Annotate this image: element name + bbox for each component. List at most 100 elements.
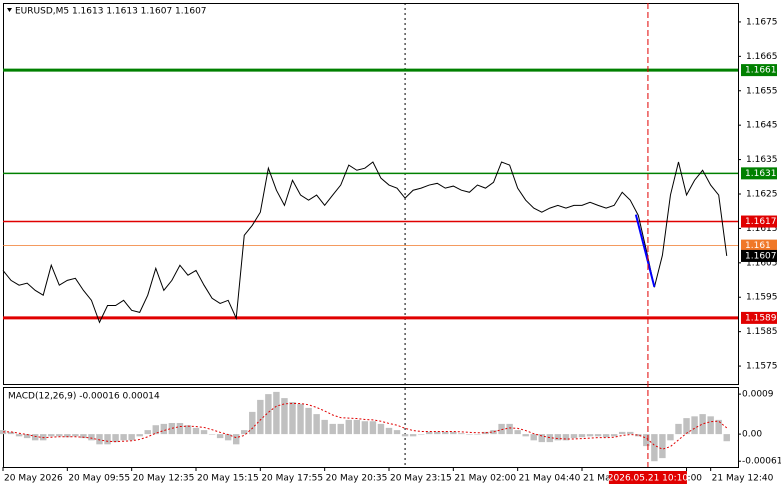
macd-bar [490, 430, 497, 435]
x-tick-label: 20 May 2026 [4, 474, 63, 484]
x-tick-label: 20 May 09:55 [68, 474, 130, 484]
macd-bar [136, 434, 143, 437]
y-tick-label: 1.1665 [746, 52, 778, 62]
macd-bar [192, 427, 200, 435]
chart-title: EURUSD,M5 1.1613 1.1613 1.1607 1.1607 [15, 7, 207, 17]
macd-bar [482, 431, 489, 435]
x-tick-label: 21 May 02:00 [454, 474, 516, 484]
macd-bar [434, 431, 441, 435]
macd-bar [498, 423, 505, 435]
macd-bar [586, 434, 594, 437]
macd-bar [184, 425, 192, 435]
level-label-box [741, 311, 777, 324]
macd-bar [707, 416, 714, 435]
macd-bar [7, 431, 15, 435]
macd-bar [305, 407, 312, 435]
level-label: 1.161 [745, 241, 771, 251]
macd-bar [273, 391, 280, 435]
macd-bar [241, 430, 248, 435]
level-label: 1.1631 [745, 169, 777, 179]
macd-bar [651, 434, 658, 462]
macd-bar [466, 434, 473, 435]
macd-bar [208, 434, 216, 435]
y-tick-label: 1.1625 [746, 190, 778, 200]
y-tick-label: 1.1645 [746, 121, 778, 131]
macd-bar [48, 434, 55, 437]
macd-bar [546, 434, 554, 443]
cursor-label: 2026.05.21 10:10 [608, 474, 689, 484]
y-tick-label: 1.1595 [746, 293, 778, 303]
macd-bar [23, 434, 31, 439]
x-tick-label: 20 May 20:35 [326, 474, 388, 484]
macd-bar [265, 394, 272, 435]
macd-bar [31, 434, 39, 441]
macd-bar [667, 434, 674, 441]
macd-bar [313, 414, 320, 435]
macd-bar [200, 430, 208, 435]
macd-bar [506, 423, 513, 435]
x-tick-label: 20 May 23:15 [390, 474, 452, 484]
level-label-box [741, 215, 777, 228]
x-tick-label: 20 May 17:55 [261, 474, 323, 484]
y-tick-label: 1.1675 [746, 17, 778, 27]
macd-bar [554, 434, 562, 441]
y-tick-label: 1.1655 [746, 86, 778, 96]
x-tick-label: 20 May 12:35 [133, 474, 195, 484]
macd-bar [160, 423, 168, 435]
y-tick-label: 1.1635 [746, 155, 778, 165]
macd-bar [152, 425, 160, 435]
macd-bar [80, 434, 87, 439]
y-tick-label: 1.1585 [746, 327, 778, 337]
macd-bar [659, 434, 666, 459]
macd-bar [96, 434, 103, 445]
macd-bar [530, 434, 537, 441]
macd-bar [691, 416, 698, 435]
level-label-box [741, 249, 777, 262]
level-label-box [741, 167, 777, 180]
macd-bar [353, 419, 361, 435]
y-tick-label: 0.00 [742, 430, 762, 440]
macd-bar [168, 423, 176, 435]
macd-bar [289, 402, 296, 435]
macd-bar [104, 434, 111, 445]
level-label: 1.1589 [745, 313, 777, 323]
main-panel [3, 3, 739, 385]
x-tick-label: 21 May 04:40 [519, 474, 581, 484]
y-tick-label: 1.1575 [746, 362, 778, 372]
trend-line [634, 214, 656, 288]
macd-bar [385, 427, 393, 435]
macd-panel [3, 387, 739, 468]
level-label-box [741, 239, 777, 252]
macd-bar [514, 430, 521, 435]
x-tick-label: 21 May [583, 474, 617, 484]
macd-bar [594, 434, 602, 437]
macd-bar [321, 419, 328, 435]
macd-bar [176, 423, 184, 435]
macd-title: MACD(12,26,9) -0.00016 0.00014 [8, 392, 160, 402]
macd-bar [329, 423, 336, 435]
cursor-label-box [608, 471, 687, 484]
macd-bar [281, 398, 288, 435]
macd-bar [450, 431, 457, 435]
macd-bar [458, 433, 465, 435]
macd-bar [417, 434, 425, 435]
macd-bar [72, 434, 79, 437]
macd-bar [56, 434, 63, 437]
level-label: 1.1607 [745, 251, 777, 261]
macd-bar [610, 434, 618, 437]
macd-bar [64, 434, 71, 438]
macd-bar [249, 411, 256, 435]
macd-bar [337, 423, 344, 435]
macd-bar [128, 434, 135, 441]
price-line [2, 161, 728, 324]
macd-bar [635, 434, 642, 437]
macd-bar [297, 403, 304, 435]
macd-bar [257, 399, 264, 435]
macd-bar [232, 434, 240, 445]
macd-bar [683, 418, 690, 435]
macd-bar [224, 434, 232, 441]
title-arrow [7, 8, 12, 12]
macd-bar [144, 430, 151, 435]
macd-bar [393, 430, 401, 435]
macd-bar [643, 434, 650, 447]
